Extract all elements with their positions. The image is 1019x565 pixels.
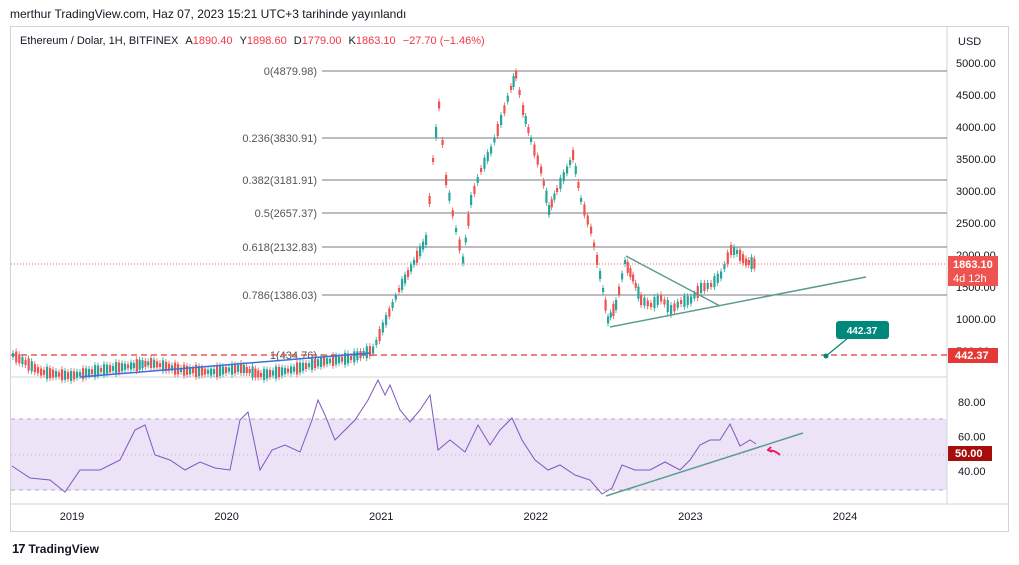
- publish-info: merthur TradingView.com, Haz 07, 2023 15…: [10, 7, 407, 21]
- tradingview-footer[interactable]: 17 TradingView: [12, 541, 99, 556]
- open-value: 1890.40: [192, 35, 233, 47]
- chart-frame: [10, 26, 1009, 532]
- change-value: −27.70 (−1.46%): [402, 35, 485, 47]
- low-value: 1779.00: [301, 35, 342, 47]
- brand-name: TradingView: [28, 541, 99, 556]
- close-label: K: [348, 35, 356, 47]
- low-label: D: [293, 35, 302, 47]
- tradingview-logo-icon: 17: [12, 541, 26, 556]
- symbol-name: Ethereum / Dolar, 1H, BITFINEX: [20, 35, 179, 47]
- high-label: Y: [239, 35, 247, 47]
- symbol-legend[interactable]: Ethereum / Dolar, 1H, BITFINEX A1890.40 …: [20, 35, 485, 47]
- open-label: A: [185, 35, 193, 47]
- close-value: 1863.10: [355, 35, 396, 47]
- high-value: 1898.60: [246, 35, 287, 47]
